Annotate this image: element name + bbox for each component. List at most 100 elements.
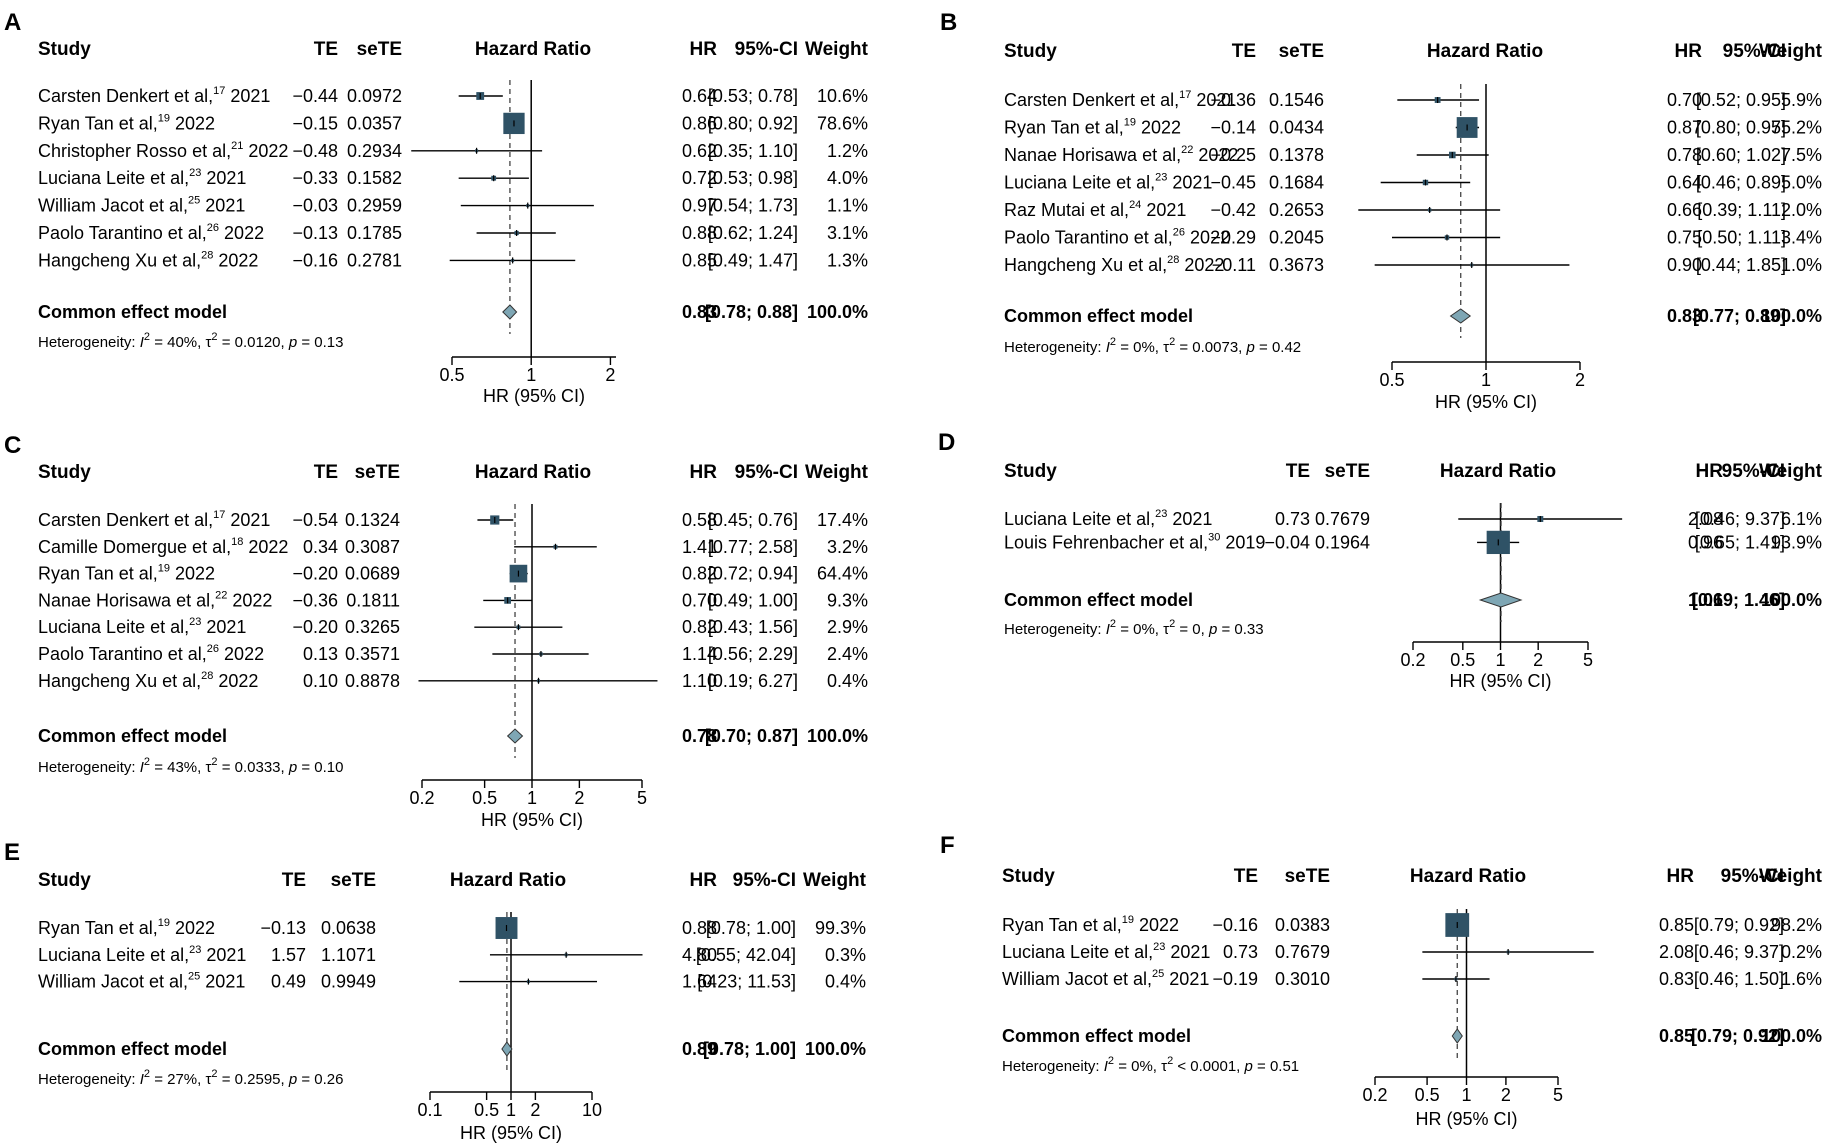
header-ci: 95%-CI — [735, 39, 798, 60]
study-te: −0.03 — [292, 196, 338, 216]
study-ref: 26 — [1173, 227, 1185, 239]
study-te: 0.73 — [1275, 509, 1310, 529]
study-te: −0.45 — [1210, 173, 1256, 193]
x-tick-label: 1 — [1495, 650, 1505, 670]
summary-diamond — [506, 728, 524, 744]
study-author: Camille Domergue et al, — [38, 537, 231, 557]
study-ref: 19 — [1124, 117, 1136, 129]
study-sete: 0.2934 — [347, 141, 402, 161]
study-hr: 0.96 — [1688, 532, 1723, 552]
study-te: −0.33 — [292, 168, 338, 188]
study-label: Luciana Leite et al,23 2021 — [38, 944, 246, 965]
study-label: Christopher Rosso et al,21 2022 — [38, 140, 288, 161]
header-hazard-ratio: Hazard Ratio — [475, 39, 591, 60]
header-te: TE — [282, 870, 306, 891]
study-sete: 0.3265 — [345, 617, 400, 637]
heterogeneity-text: Heterogeneity: I2 = 0%, τ2 = 0.0073, p =… — [1004, 336, 1301, 356]
study-te: −0.29 — [1210, 228, 1256, 248]
study-weight: 1.2% — [827, 141, 868, 161]
x-tick-label: 2 — [574, 788, 584, 808]
study-sete: 1.1071 — [321, 945, 376, 965]
study-hr: 0.85 — [1659, 915, 1694, 935]
study-year: 2022 — [213, 250, 258, 270]
study-year: 2022 — [227, 590, 272, 610]
study-ci: [0.23; 11.53] — [697, 972, 796, 992]
study-weight: 5.9% — [1781, 90, 1822, 110]
study-ci: [0.45; 0.76] — [708, 510, 798, 530]
heterogeneity-text: Heterogeneity: I2 = 40%, τ2 = 0.0120, p … — [38, 331, 344, 351]
x-tick-label: 1 — [1481, 370, 1491, 390]
study-hr: 0.62 — [682, 141, 717, 161]
study-hr: 0.75 — [1667, 228, 1702, 248]
study-label: Hangcheng Xu et al,28 2022 — [38, 670, 258, 691]
study-label: Nanae Horisawa et al,22 2022 — [38, 589, 272, 610]
study-sete: 0.0638 — [321, 918, 376, 938]
x-tick-label: 5 — [1553, 1085, 1563, 1105]
header-hazard-ratio: Hazard Ratio — [450, 870, 566, 891]
study-sete: 0.7679 — [1315, 509, 1370, 529]
study-author: Luciana Leite et al, — [1004, 173, 1155, 193]
study-ref: 28 — [201, 670, 213, 682]
study-label: Hangcheng Xu et al,28 2022 — [38, 249, 258, 270]
header-hazard-ratio: Hazard Ratio — [475, 462, 591, 483]
summary-diamond — [1449, 308, 1472, 324]
x-axis-label: HR (95% CI) — [460, 1123, 562, 1143]
study-ref: 17 — [213, 85, 225, 97]
study-ref: 28 — [201, 249, 213, 261]
study-ref: 23 — [1153, 941, 1165, 953]
x-tick-label: 0.2 — [409, 788, 434, 808]
x-tick-label: 1 — [1461, 1085, 1471, 1105]
study-label: Ryan Tan et al,19 2022 — [38, 112, 215, 133]
summary-label: Common effect model — [38, 302, 227, 322]
header-study: Study — [1002, 866, 1055, 887]
forest-panel-a: A Study TE seTE Hazard Ratio HR 95%-CI Weight Ca… — [4, 9, 869, 406]
study-te: −0.15 — [292, 113, 338, 133]
header-hr: HR — [1667, 866, 1695, 887]
study-ci: [0.46; 0.89] — [1696, 173, 1786, 193]
study-sete: 0.8878 — [345, 671, 400, 691]
study-ci: [0.60; 1.02] — [1696, 145, 1786, 165]
header-hr: HR — [690, 870, 718, 891]
study-author: Ryan Tan et al, — [38, 564, 158, 584]
study-weight: 98.2% — [1771, 915, 1822, 935]
heterogeneity-text: Heterogeneity: I2 = 0%, τ2 < 0.0001, p =… — [1002, 1055, 1299, 1075]
study-te: −0.48 — [292, 141, 338, 161]
study-hr: 0.85 — [682, 250, 717, 270]
x-tick-label: 1 — [526, 365, 536, 385]
study-hr: 2.08 — [1659, 942, 1694, 962]
study-author: Ryan Tan et al, — [38, 113, 158, 133]
study-author: Christopher Rosso et al, — [38, 141, 231, 161]
study-ref: 26 — [207, 222, 219, 234]
study-ci: [0.62; 1.24] — [708, 223, 798, 243]
study-ref: 23 — [189, 944, 201, 956]
study-ref: 23 — [189, 616, 201, 628]
study-hr: 0.82 — [682, 564, 717, 584]
study-sete: 0.1324 — [345, 510, 400, 530]
study-ref: 17 — [1179, 89, 1191, 101]
x-axis-label: HR (95% CI) — [1435, 392, 1537, 412]
study-label: Luciana Leite et al,23 2021 — [1002, 941, 1210, 962]
header-sete: seTE — [1279, 41, 1324, 62]
study-label: Carsten Denkert et al,17 2021 — [38, 509, 270, 530]
study-year: 2021 — [1164, 969, 1209, 989]
heterogeneity-text: Heterogeneity: I2 = 0%, τ2 = 0, p = 0.33 — [1004, 618, 1264, 638]
study-te: −0.11 — [1212, 255, 1256, 275]
study-label: Nanae Horisawa et al,22 2022 — [1004, 144, 1238, 165]
x-tick-label: 5 — [637, 788, 647, 808]
summary-ci: [0.78; 0.88] — [705, 302, 798, 322]
study-label: Ryan Tan et al,19 2022 — [38, 917, 215, 938]
header-weight: Weight — [1759, 461, 1823, 482]
study-weight: 0.3% — [825, 945, 866, 965]
study-author: Carsten Denkert et al, — [38, 86, 213, 106]
study-label: Paolo Tarantino et al,26 2022 — [1004, 227, 1230, 248]
summary-weight: 100.0% — [1761, 1026, 1822, 1046]
study-te: 0.34 — [303, 537, 338, 557]
summary-hr: 0.89 — [682, 1039, 717, 1059]
study-weight: 9.3% — [827, 590, 868, 610]
study-year: 2021 — [201, 945, 246, 965]
header-te: TE — [314, 462, 338, 483]
panel-label: F — [940, 832, 955, 859]
study-author: Hangcheng Xu et al, — [38, 671, 201, 691]
study-weight: 0.4% — [825, 972, 866, 992]
